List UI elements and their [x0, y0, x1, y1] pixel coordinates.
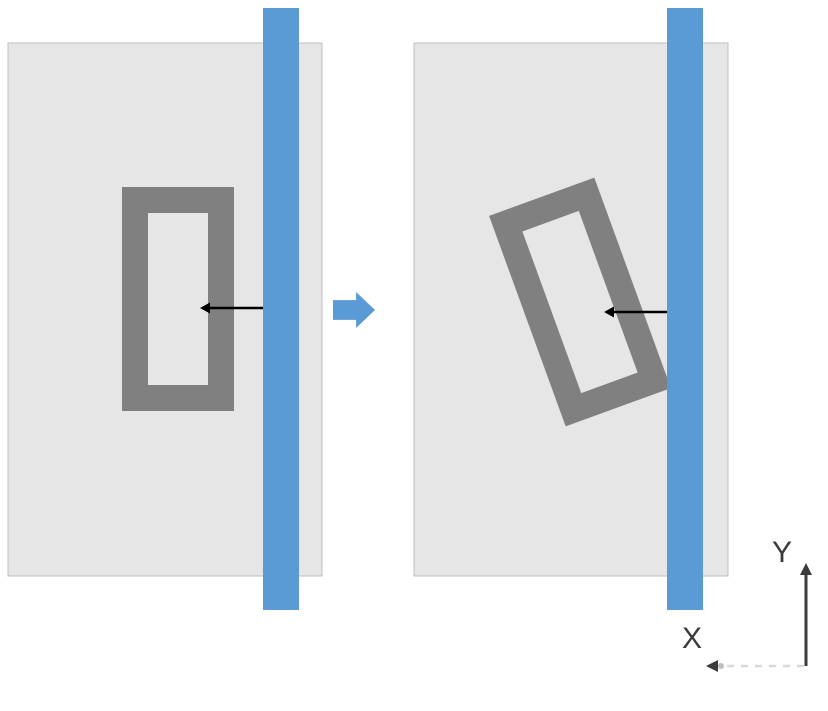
axis-origin-dot: [718, 663, 724, 669]
axis-x-label: X: [682, 622, 702, 655]
frame-left: [122, 187, 234, 411]
blue-bar-right: [667, 8, 703, 610]
blue-bar-left: [263, 8, 299, 610]
frame-left-hole: [148, 213, 208, 385]
axis-y-label: Y: [772, 536, 792, 569]
